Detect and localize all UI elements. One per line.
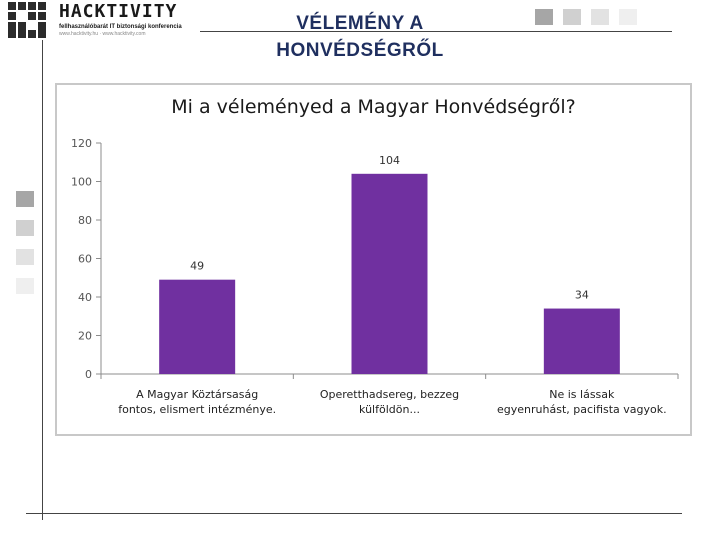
deco-square-left-2 (16, 220, 34, 236)
category-label: Operetthadsereg, bezzeg (320, 388, 459, 401)
logo-grid-icon (8, 2, 46, 38)
chart-title: Mi a véleményed a Magyar Honvédségről? (171, 96, 576, 118)
y-tick-label: 20 (78, 330, 92, 343)
category-label: A Magyar Köztársaság (136, 388, 258, 401)
y-tick-label: 100 (71, 176, 92, 189)
category-label: Ne is lássak (549, 388, 615, 401)
slide-title-line-2: HONVÉDSÉGRŐL (276, 40, 444, 61)
category-label: egyenruhást, pacifista vagyok. (497, 403, 667, 416)
bar (543, 308, 620, 374)
header-rule (200, 31, 672, 32)
logo-tagline: fellhasználóbarát IT biztonsági konferen… (59, 24, 182, 30)
data-label: 49 (190, 260, 204, 273)
bar (351, 173, 428, 374)
category-label: fontos, elismert intézménye. (118, 403, 276, 416)
category-label: külföldön... (359, 403, 420, 416)
deco-square-4 (619, 9, 637, 25)
logo-wordmark: HACKTIVITY (59, 1, 178, 22)
deco-square-left-3 (16, 249, 34, 265)
slide-title-line-1: VÉLEMÉNY A (296, 13, 424, 34)
footer-rule (26, 513, 682, 514)
y-tick-label: 120 (71, 137, 92, 150)
deco-square-1 (535, 9, 553, 25)
y-tick-label: 40 (78, 291, 92, 304)
deco-square-3 (591, 9, 609, 25)
slide-title: VÉLEMÉNY A HONVÉDSÉGRŐL (235, 10, 485, 64)
left-margin-rule (42, 40, 43, 520)
y-tick-label: 0 (85, 368, 92, 381)
y-tick-label: 80 (78, 214, 92, 227)
y-tick-label: 60 (78, 253, 92, 266)
hacktivity-logo: HACKTIVITY fellhasználóbarát IT biztonsá… (8, 1, 198, 38)
deco-square-2 (563, 9, 581, 25)
data-label: 34 (575, 289, 589, 302)
deco-square-left-1 (16, 191, 34, 207)
deco-square-left-4 (16, 278, 34, 294)
data-label: 104 (379, 154, 400, 167)
bar (159, 279, 236, 374)
logo-subline: www.hacktivity.hu · www.hacktivity.com (59, 31, 146, 37)
